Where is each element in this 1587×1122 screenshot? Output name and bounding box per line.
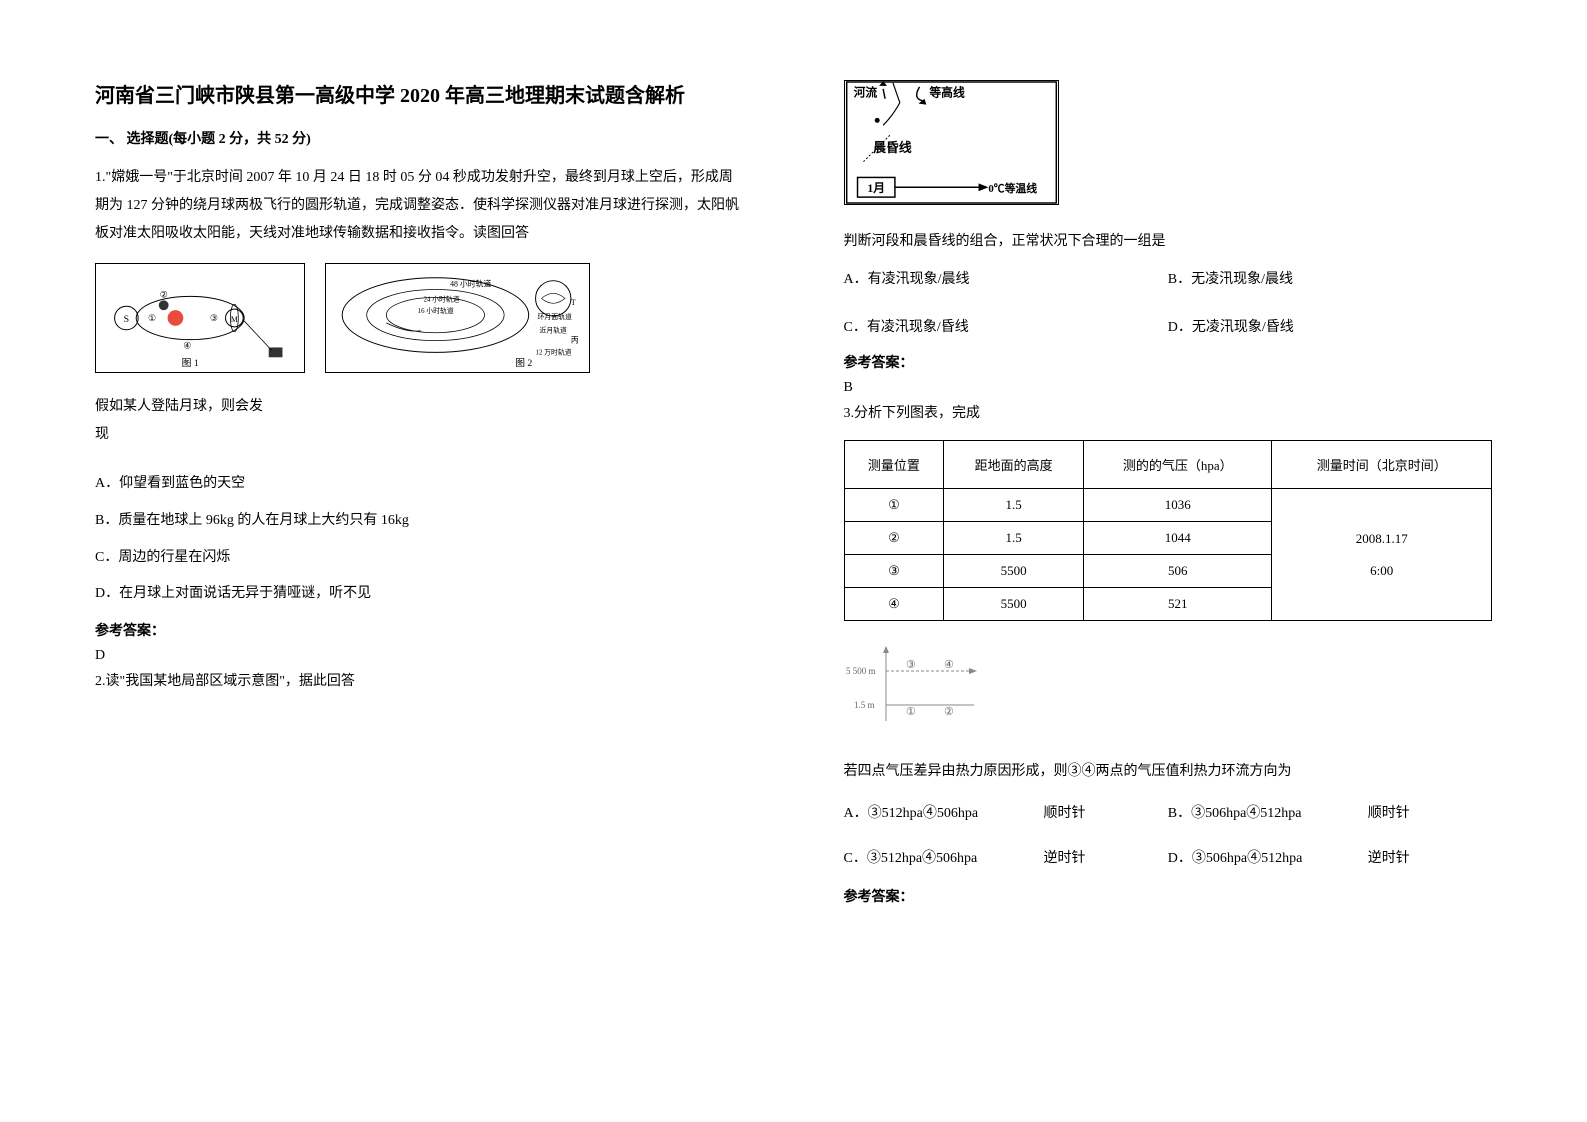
- q1-number: 1.: [95, 170, 106, 185]
- diag-p3: ③: [906, 659, 916, 671]
- diagram-month-label: 1月: [867, 181, 885, 195]
- q2-subtext: 判断河段和晨昏线的组合，正常状况下合理的一组是: [844, 228, 1493, 256]
- q2-options-row1: A．有凌汛现象/晨线 B．无凌汛现象/晨线: [844, 266, 1493, 294]
- svg-text:④: ④: [183, 340, 191, 350]
- right-column: 河流 等高线 晨昏线 1月 0℃等温线 判断河段和晨昏线的组合，正常状况下合理的…: [794, 0, 1587, 1122]
- td-h4: 5500: [944, 588, 1084, 621]
- q1-option-a: A．仰望看到蓝色的天空: [95, 469, 744, 500]
- q3-text: 3.分析下列图表，完成: [844, 400, 1493, 428]
- diag-h1: 5 500 m: [846, 666, 876, 676]
- section-header: 一、 选择题(每小题 2 分，共 52 分): [95, 128, 744, 148]
- page-title: 河南省三门峡市陕县第一高级中学 2020 年高三地理期末试题含解析: [95, 80, 744, 112]
- td-pos2: ②: [844, 522, 944, 555]
- diagram-isotherm-label: 0℃等温线: [988, 181, 1037, 195]
- svg-text:12 万时轨道: 12 万时轨道: [536, 347, 572, 356]
- svg-text:16 小时轨道: 16 小时轨道: [418, 306, 454, 315]
- q3-table: 测量位置 距地面的高度 测的的气压（hpa） 测量时间（北京时间） ① 1.5 …: [844, 440, 1493, 621]
- q3-option-a-dir: 顺时针: [1044, 796, 1086, 831]
- q3-options: A．③512hpa④506hpa 顺时针 B．③506hpa④512hpa 顺时…: [844, 796, 1493, 876]
- q1-option-d: D．在月球上对面说话无异于猜哑谜，听不见: [95, 579, 744, 610]
- q3-subtext: 若四点气压差异由热力原因形成，则③④两点的气压值利热力环流方向为: [844, 758, 1493, 786]
- q2-option-b: B．无凌汛现象/晨线: [1168, 266, 1492, 294]
- q1-body: "嫦娥一号"于北京时间 2007 年 10 月 24 日 18 时 05 分 0…: [95, 170, 739, 241]
- q1-images: S ① ② ③ ④ M 图 1 48 小时轨道: [95, 263, 744, 378]
- th-pressure: 测的的气压（hpa）: [1084, 441, 1272, 489]
- q3-answer-label: 参考答案：: [844, 886, 1493, 906]
- q1-figure2: 48 小时轨道 24 小时轨道 16 小时轨道 环月面轨道 T 近月轨道 丙 1…: [325, 263, 590, 373]
- svg-text:M: M: [231, 315, 238, 324]
- td-time: 2008.1.17 6:00: [1272, 489, 1492, 621]
- td-pos4: ④: [844, 588, 944, 621]
- q1-text: 1."嫦娥一号"于北京时间 2007 年 10 月 24 日 18 时 05 分…: [95, 164, 744, 248]
- q1-option-b: B．质量在地球上 96kg 的人在月球上大约只有 16kg: [95, 506, 744, 537]
- diag-p2: ②: [944, 706, 954, 718]
- q2-body: 读"我国某地局部区域示意图"，据此回答: [106, 674, 355, 689]
- diagram-river-label: 河流: [853, 86, 877, 100]
- q1-answer-label: 参考答案：: [95, 620, 744, 640]
- q1-option-c: C．周边的行星在闪烁: [95, 543, 744, 574]
- th-position: 测量位置: [844, 441, 944, 489]
- svg-text:①: ①: [148, 313, 156, 323]
- q2-diagram: 河流 等高线 晨昏线 1月 0℃等温线: [844, 80, 1059, 205]
- table-row: ① 1.5 1036 2008.1.17 6:00: [844, 489, 1492, 522]
- q3-options-row1: A．③512hpa④506hpa 顺时针 B．③506hpa④512hpa 顺时…: [844, 796, 1493, 831]
- svg-text:S: S: [124, 314, 129, 325]
- diag-p4: ④: [944, 659, 954, 671]
- diag-h2: 1.5 m: [854, 700, 875, 710]
- svg-text:T: T: [571, 298, 576, 307]
- diagram-contour-label: 等高线: [928, 86, 965, 100]
- svg-text:48 小时轨道: 48 小时轨道: [450, 279, 491, 289]
- q2-answer: B: [844, 380, 1493, 396]
- q2-option-a: A．有凌汛现象/晨线: [844, 266, 1168, 294]
- q1-img2-wrap: 48 小时轨道 24 小时轨道 16 小时轨道 环月面轨道 T 近月轨道 丙 1…: [325, 263, 590, 378]
- svg-text:图 1: 图 1: [182, 357, 199, 369]
- q3-option-b-dir: 顺时针: [1368, 796, 1410, 831]
- td-pos1: ①: [844, 489, 944, 522]
- th-time: 测量时间（北京时间）: [1272, 441, 1492, 489]
- q2-option-d: D．无凌汛现象/昏线: [1168, 314, 1492, 342]
- td-p3: 506: [1084, 555, 1272, 588]
- q3-number: 3.: [844, 406, 855, 421]
- table-header-row: 测量位置 距地面的高度 测的的气压（hpa） 测量时间（北京时间）: [844, 441, 1492, 489]
- td-h2: 1.5: [944, 522, 1084, 555]
- q2-text: 2.读"我国某地局部区域示意图"，据此回答: [95, 668, 744, 696]
- diag-p1: ①: [906, 706, 916, 718]
- q1-figure1: S ① ② ③ ④ M 图 1: [95, 263, 305, 373]
- q3-option-b: B．③506hpa④512hpa: [1168, 796, 1368, 831]
- td-p4: 521: [1084, 588, 1272, 621]
- q3-option-c-dir: 逆时针: [1044, 841, 1086, 876]
- q2-number: 2.: [95, 674, 106, 689]
- q3-diagram: 5 500 m 1.5 m ③ ④ ① ②: [844, 643, 984, 733]
- diagram-terminator-label: 晨昏线: [873, 140, 912, 155]
- td-pos3: ③: [844, 555, 944, 588]
- time-line2: 6:00: [1278, 563, 1485, 579]
- td-p2: 1044: [1084, 522, 1272, 555]
- svg-text:③: ③: [210, 313, 218, 323]
- svg-text:丙: 丙: [571, 336, 579, 345]
- q3-options-row2: C．③512hpa④506hpa 逆时针 D．③506hpa④512hpa 逆时…: [844, 841, 1493, 876]
- q1-img1-wrap: S ① ② ③ ④ M 图 1: [95, 263, 305, 378]
- q2-answer-label: 参考答案：: [844, 352, 1493, 372]
- svg-text:②: ②: [160, 289, 168, 299]
- q3-body: 分析下列图表，完成: [854, 406, 980, 421]
- q1-answer: D: [95, 648, 744, 664]
- q3-option-a: A．③512hpa④506hpa: [844, 796, 1044, 831]
- svg-text:图 2: 图 2: [515, 357, 532, 369]
- left-column: 河南省三门峡市陕县第一高级中学 2020 年高三地理期末试题含解析 一、 选择题…: [0, 0, 794, 1122]
- q1-subtext: 假如某人登陆月球，则会发现: [95, 393, 744, 449]
- q3-option-c: C．③512hpa④506hpa: [844, 841, 1044, 876]
- q3-option-d: D．③506hpa④512hpa: [1168, 841, 1368, 876]
- time-line1: 2008.1.17: [1278, 531, 1485, 547]
- q2-options-row2: C．有凌汛现象/昏线 D．无凌汛现象/昏线: [844, 314, 1493, 342]
- svg-text:24 小时轨道: 24 小时轨道: [424, 294, 460, 303]
- svg-text:环月面轨道: 环月面轨道: [538, 312, 572, 321]
- q2-option-c: C．有凌汛现象/昏线: [844, 314, 1168, 342]
- td-h3: 5500: [944, 555, 1084, 588]
- q3-option-d-dir: 逆时针: [1368, 841, 1410, 876]
- td-p1: 1036: [1084, 489, 1272, 522]
- svg-text:近月轨道: 近月轨道: [539, 326, 567, 335]
- th-height: 距地面的高度: [944, 441, 1084, 489]
- td-h1: 1.5: [944, 489, 1084, 522]
